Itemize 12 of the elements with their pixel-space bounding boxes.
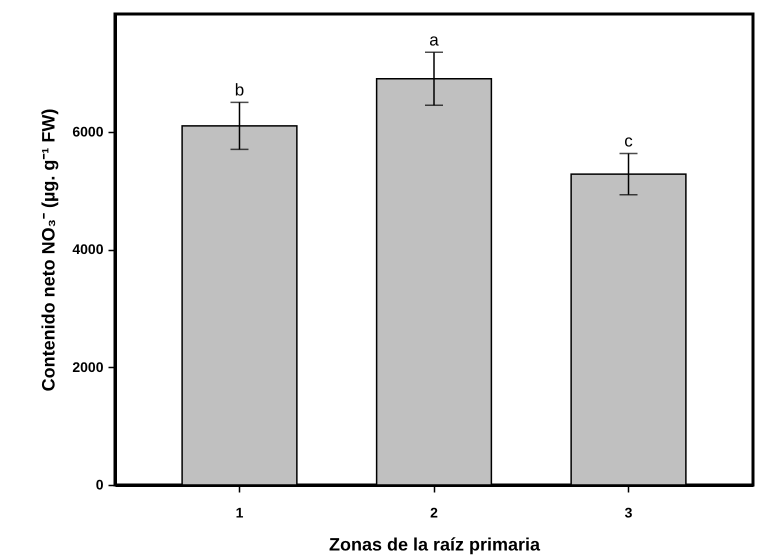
x-axis-title: Zonas de la raíz primaria (328, 534, 542, 554)
y-tick-label: 4000 (72, 241, 104, 257)
x-tick-label: 2 (430, 504, 438, 520)
annotation: c (624, 132, 634, 151)
annotation: b (234, 80, 244, 100)
y-tick-label: 0 (96, 476, 104, 492)
annotation: a (429, 30, 440, 50)
x-tick-label: 1 (236, 504, 244, 520)
x-tick-label: 3 (624, 504, 633, 520)
y-tick-label: 2000 (72, 358, 104, 375)
y-tick-label: 6000 (72, 123, 104, 140)
y-axis-title: Contenido neto NO₃⁻ (µg. g⁻¹ FW) (38, 108, 58, 392)
